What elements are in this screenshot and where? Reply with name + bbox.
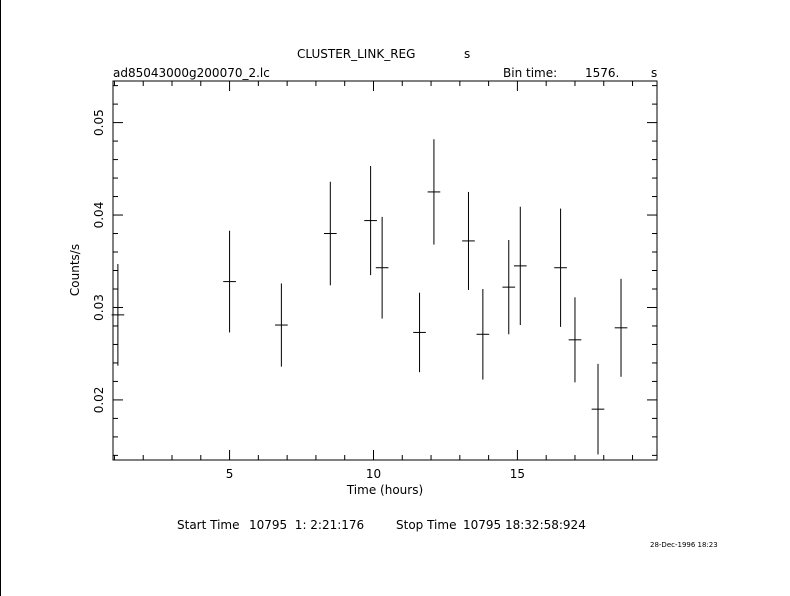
window-left-border bbox=[0, 0, 1, 596]
data-point bbox=[462, 191, 475, 290]
data-point bbox=[323, 181, 337, 286]
x-tick-label: 5 bbox=[226, 467, 234, 481]
data-point bbox=[223, 230, 236, 333]
x-axis-label: Time (hours) bbox=[346, 483, 423, 497]
data-point bbox=[413, 292, 426, 373]
y-axis-label: Counts/s bbox=[68, 244, 82, 296]
chart-title: CLUSTER_LINK_REG bbox=[297, 47, 416, 61]
data-point bbox=[364, 166, 377, 276]
start-time-label: Start Time bbox=[177, 518, 240, 532]
x-tick-label: 15 bbox=[510, 467, 525, 481]
stop-time-value: 10795 18:32:58:924 bbox=[463, 518, 586, 532]
data-point bbox=[111, 264, 125, 366]
y-tick-label: 0.02 bbox=[92, 387, 106, 414]
data-point bbox=[502, 239, 516, 335]
bin-time-unit: s bbox=[651, 66, 658, 80]
data-point bbox=[591, 363, 605, 455]
title-unit: s bbox=[464, 47, 471, 61]
data-point bbox=[275, 283, 288, 367]
data-point bbox=[476, 288, 490, 380]
axis-tick-labels: 5 10 15 0.02 0.03 0.04 0.05 bbox=[92, 109, 525, 481]
axis-ticks bbox=[113, 81, 657, 460]
y-tick-label: 0.05 bbox=[92, 109, 106, 136]
data-points bbox=[111, 139, 628, 455]
data-point bbox=[568, 297, 582, 383]
stop-time-label: Stop Time bbox=[396, 518, 457, 532]
data-point bbox=[427, 139, 441, 245]
x-tick-label: 10 bbox=[366, 467, 381, 481]
plot-timestamp: 28-Dec-1996 18:23 bbox=[650, 541, 718, 549]
plot-frame bbox=[112, 80, 658, 461]
filename-label: ad85043000g200070_2.lc bbox=[113, 66, 270, 80]
bin-time-value: 1576. bbox=[585, 66, 620, 80]
bin-time-label: Bin time: bbox=[503, 66, 558, 80]
y-tick-label: 0.04 bbox=[92, 202, 106, 229]
start-time-value: 10795 1: 2:21:176 bbox=[249, 518, 365, 532]
data-point bbox=[513, 206, 527, 326]
data-point bbox=[375, 216, 389, 319]
y-tick-label: 0.03 bbox=[92, 294, 106, 321]
data-point bbox=[554, 208, 567, 327]
data-point bbox=[614, 278, 628, 377]
